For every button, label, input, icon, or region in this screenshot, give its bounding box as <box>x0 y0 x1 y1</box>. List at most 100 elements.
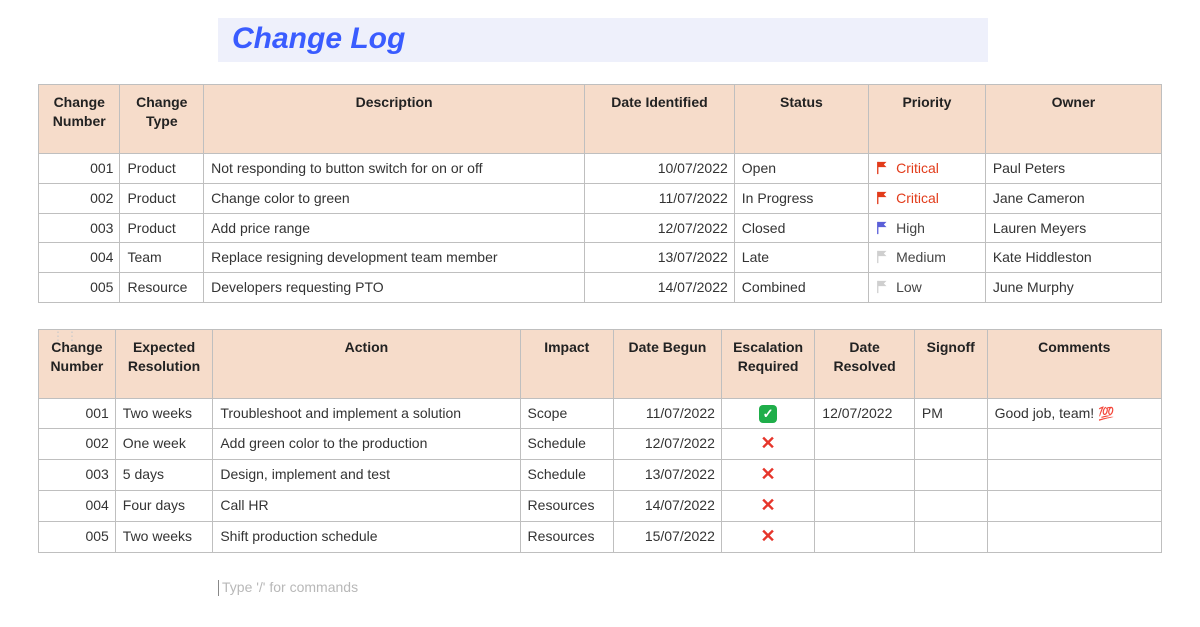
cell-date-resolved <box>815 459 915 490</box>
cell-expected-resolution: Two weeks <box>115 521 213 552</box>
cell-date-identified: 14/07/2022 <box>585 273 735 303</box>
cross-icon: ✕ <box>761 464 776 484</box>
hundred-icon: 💯 <box>1098 406 1114 421</box>
cell-owner: Paul Peters <box>985 153 1161 183</box>
cell-signoff <box>914 459 987 490</box>
change-log-table-1: Change NumberChange TypeDescriptionDate … <box>38 84 1162 303</box>
cell-description: Developers requesting PTO <box>204 273 585 303</box>
table-header-row: Change NumberExpected ResolutionActionIm… <box>39 330 1162 399</box>
flag-icon <box>876 221 890 235</box>
cell-change-type: Team <box>120 243 204 273</box>
cross-icon: ✕ <box>761 526 776 546</box>
column-header: Date Identified <box>585 85 735 154</box>
drag-handle-icon[interactable]: ⋮⋮ <box>52 329 80 343</box>
cell-status: Combined <box>734 273 868 303</box>
flag-icon <box>876 280 890 294</box>
cell-expected-resolution: Four days <box>115 490 213 521</box>
cell-signoff <box>914 521 987 552</box>
table-row: 0035 daysDesign, implement and testSched… <box>39 459 1162 490</box>
cell-change-number: 003 <box>39 459 116 490</box>
table-row: 003ProductAdd price range12/07/2022Close… <box>39 213 1162 243</box>
cell-status: Open <box>734 153 868 183</box>
cell-priority: Critical <box>869 183 986 213</box>
flag-icon <box>876 191 890 205</box>
cell-action: Troubleshoot and implement a solution <box>213 399 520 429</box>
cell-priority: Low <box>869 273 986 303</box>
cell-escalation: ✕ <box>721 521 814 552</box>
cell-comments <box>987 429 1161 460</box>
cell-status: In Progress <box>734 183 868 213</box>
cell-comments <box>987 459 1161 490</box>
cell-priority: Critical <box>869 153 986 183</box>
cell-change-number: 004 <box>39 490 116 521</box>
commands-hint[interactable]: Type '/' for commands <box>218 579 1162 595</box>
cell-date-resolved <box>815 521 915 552</box>
column-header: Status <box>734 85 868 154</box>
cell-impact: Resources <box>520 521 613 552</box>
cell-description: Change color to green <box>204 183 585 213</box>
cell-impact: Schedule <box>520 459 613 490</box>
table-row: 004Four daysCall HRResources14/07/2022✕ <box>39 490 1162 521</box>
cell-owner: Lauren Meyers <box>985 213 1161 243</box>
column-header: Date Begun <box>613 330 721 399</box>
cell-date-begun: 12/07/2022 <box>613 429 721 460</box>
page-title: Change Log <box>232 22 974 56</box>
cross-icon: ✕ <box>761 433 776 453</box>
cell-date-begun: 15/07/2022 <box>613 521 721 552</box>
commands-hint-text: Type '/' for commands <box>218 579 358 595</box>
cell-expected-resolution: One week <box>115 429 213 460</box>
cell-signoff <box>914 429 987 460</box>
cell-action: Design, implement and test <box>213 459 520 490</box>
cross-icon: ✕ <box>761 495 776 515</box>
cell-change-type: Product <box>120 153 204 183</box>
table-row: 002ProductChange color to green11/07/202… <box>39 183 1162 213</box>
cell-date-resolved <box>815 429 915 460</box>
column-header: Action <box>213 330 520 399</box>
cell-action: Add green color to the production <box>213 429 520 460</box>
cell-expected-resolution: Two weeks <box>115 399 213 429</box>
cell-status: Late <box>734 243 868 273</box>
column-header: Change Number <box>39 85 120 154</box>
column-header: Owner <box>985 85 1161 154</box>
column-header: Change Type <box>120 85 204 154</box>
cell-escalation: ✕ <box>721 429 814 460</box>
cell-signoff <box>914 490 987 521</box>
table-row: 005Two weeksShift production scheduleRes… <box>39 521 1162 552</box>
cell-description: Add price range <box>204 213 585 243</box>
cell-description: Replace resigning development team membe… <box>204 243 585 273</box>
cell-description: Not responding to button switch for on o… <box>204 153 585 183</box>
table-row: 002One weekAdd green color to the produc… <box>39 429 1162 460</box>
cell-expected-resolution: 5 days <box>115 459 213 490</box>
cell-change-type: Product <box>120 183 204 213</box>
cell-date-identified: 10/07/2022 <box>585 153 735 183</box>
cell-action: Shift production schedule <box>213 521 520 552</box>
column-header: Impact <box>520 330 613 399</box>
page-title-bar: Change Log <box>218 18 988 62</box>
cell-impact: Schedule <box>520 429 613 460</box>
cell-priority: Medium <box>869 243 986 273</box>
cell-change-number: 002 <box>39 183 120 213</box>
table-header-row: Change NumberChange TypeDescriptionDate … <box>39 85 1162 154</box>
flag-icon <box>876 161 890 175</box>
cell-date-resolved <box>815 490 915 521</box>
cell-priority: High <box>869 213 986 243</box>
column-header: Escalation Required <box>721 330 814 399</box>
cell-date-identified: 13/07/2022 <box>585 243 735 273</box>
cell-change-number: 004 <box>39 243 120 273</box>
cell-owner: Jane Cameron <box>985 183 1161 213</box>
cell-date-identified: 12/07/2022 <box>585 213 735 243</box>
cell-change-number: 002 <box>39 429 116 460</box>
flag-icon <box>876 250 890 264</box>
cell-signoff: PM <box>914 399 987 429</box>
change-log-table-2: Change NumberExpected ResolutionActionIm… <box>38 329 1162 552</box>
cell-escalation: ✕ <box>721 490 814 521</box>
column-header: Signoff <box>914 330 987 399</box>
table-row: 005ResourceDevelopers requesting PTO14/0… <box>39 273 1162 303</box>
column-header: Expected Resolution <box>115 330 213 399</box>
cell-change-number: 005 <box>39 521 116 552</box>
cell-owner: June Murphy <box>985 273 1161 303</box>
cell-change-type: Resource <box>120 273 204 303</box>
cell-change-number: 001 <box>39 399 116 429</box>
cell-comments <box>987 521 1161 552</box>
cell-date-resolved: 12/07/2022 <box>815 399 915 429</box>
